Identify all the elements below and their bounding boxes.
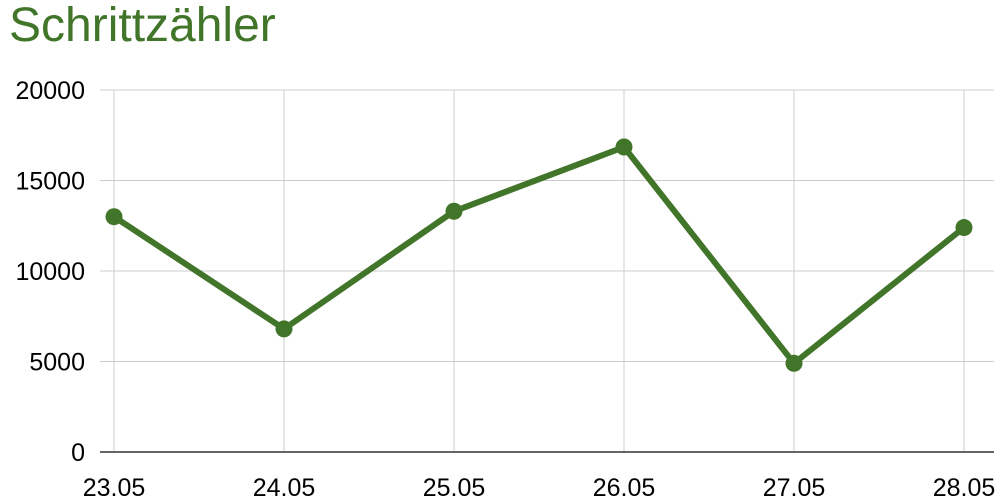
y-tick-label: 5000 — [29, 349, 85, 377]
data-point — [445, 202, 463, 220]
chart-title: Schrittzähler — [9, 0, 276, 52]
y-tick-label: 0 — [71, 439, 85, 467]
y-axis: 0 5000 10000 15000 20000 — [15, 77, 85, 467]
y-tick-label: 20000 — [15, 77, 85, 105]
data-point — [955, 219, 973, 237]
series-markers — [105, 138, 973, 372]
x-tick-label: 25.05 — [423, 474, 486, 502]
y-tick-label: 10000 — [15, 258, 85, 286]
data-point — [615, 138, 633, 156]
series-line — [111, 144, 967, 367]
data-point — [785, 354, 803, 372]
x-axis: 23.05 24.05 25.05 26.05 27.05 28.05 — [83, 451, 996, 502]
x-tick-label: 24.05 — [253, 474, 316, 502]
x-tick-label: 23.05 — [83, 474, 146, 502]
series-line-group — [111, 144, 967, 367]
y-tick-label: 15000 — [15, 168, 85, 196]
x-tick-label: 28.05 — [933, 474, 996, 502]
data-point — [105, 208, 123, 226]
x-tick-label: 26.05 — [593, 474, 656, 502]
x-tick-label: 27.05 — [763, 474, 826, 502]
data-point — [275, 320, 293, 338]
gridlines — [100, 89, 994, 452]
